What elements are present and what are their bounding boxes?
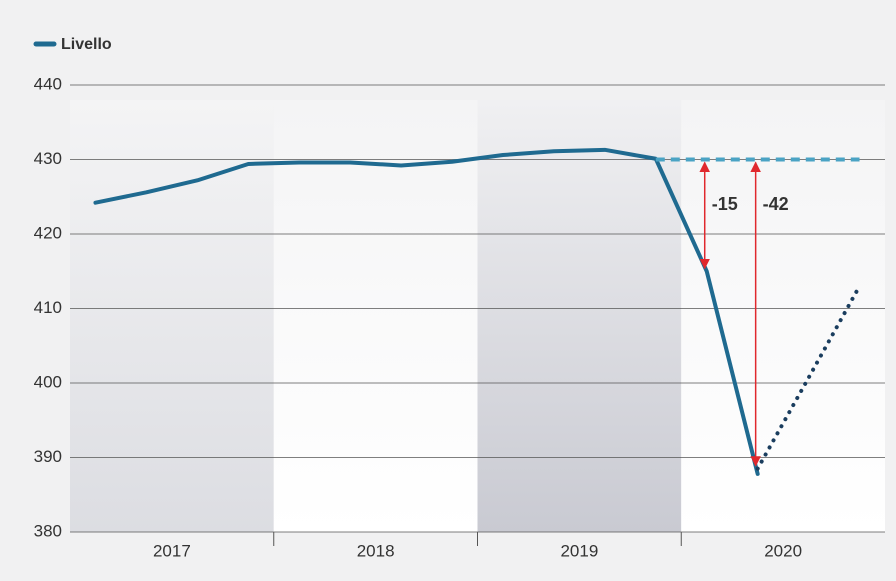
y-tick-label: 390: [34, 447, 62, 466]
y-tick-label: 400: [34, 372, 62, 391]
series-line: [93, 147, 760, 476]
legend-label: Livello: [61, 36, 112, 53]
y-tick-label: 410: [34, 298, 62, 317]
y-tick-label: 420: [34, 223, 62, 242]
y-tick-label: 380: [34, 521, 62, 540]
x-tick-label: 2019: [560, 541, 598, 560]
year-band: [681, 100, 885, 532]
annotation-label: -42: [763, 194, 789, 214]
series-line: [755, 284, 862, 471]
year-band: [273, 100, 478, 532]
y-tick-label: 430: [34, 149, 62, 168]
x-tick-label: 2018: [357, 541, 395, 560]
y-tick-label: 440: [34, 74, 62, 93]
year-band: [477, 100, 682, 532]
x-tick-label: 2020: [764, 541, 802, 560]
annotation-label: -15: [712, 194, 738, 214]
year-band: [70, 100, 274, 532]
x-tick-label: 2017: [153, 541, 191, 560]
